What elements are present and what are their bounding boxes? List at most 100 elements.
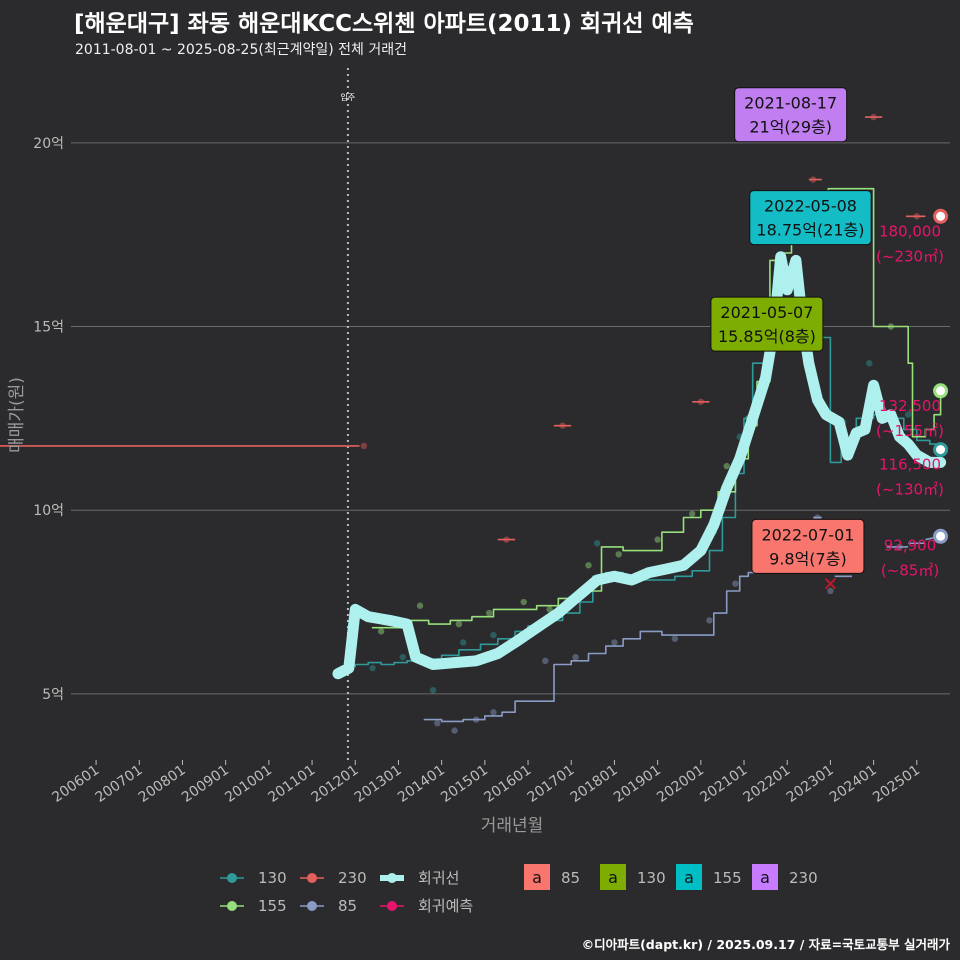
annotation-date: 2021-08-17 bbox=[744, 94, 837, 113]
legend-box-glyph: a bbox=[684, 868, 694, 887]
point-130 bbox=[369, 664, 376, 672]
point-155 bbox=[485, 609, 493, 617]
forecast-area: (~85㎡) bbox=[881, 561, 939, 579]
legend-marker-230 bbox=[307, 873, 317, 883]
footer-credit: ©디아파트(dapt.kr) / 2025.09.17 / 자료=국토교통부 실… bbox=[581, 937, 950, 952]
point-130 bbox=[460, 639, 467, 646]
legend-box-85 bbox=[524, 864, 550, 890]
y-tick-label: 15억 bbox=[33, 320, 64, 336]
legend-box-label: 230 bbox=[789, 869, 818, 887]
annotation-box bbox=[751, 518, 865, 574]
legend-marker-회귀선 bbox=[387, 873, 397, 883]
legend-label: 회귀선 bbox=[418, 869, 459, 887]
point-85 bbox=[671, 635, 679, 642]
legend-box-glyph: a bbox=[608, 868, 618, 887]
x-tick-label: 201401 bbox=[395, 762, 448, 806]
x-tick-label: 202501 bbox=[870, 762, 923, 806]
point-155 bbox=[615, 551, 622, 558]
forecast-value: 180,000 bbox=[879, 222, 941, 240]
x-tick-label: 200701 bbox=[93, 762, 146, 806]
x-tick-label: 202301 bbox=[784, 762, 837, 806]
annotation-text: 18.75억(21층) bbox=[756, 221, 864, 240]
x-tick-label: 202401 bbox=[827, 762, 880, 806]
point-85 bbox=[611, 639, 618, 646]
annotation-date: 2022-07-01 bbox=[761, 525, 854, 544]
legend-label: 회귀예측 bbox=[418, 897, 473, 915]
point-155 bbox=[585, 562, 592, 569]
point-130 bbox=[490, 631, 497, 639]
legend-label: 155 bbox=[258, 897, 287, 915]
point-85 bbox=[827, 587, 834, 595]
point-155 bbox=[723, 462, 730, 470]
legend-box-130 bbox=[600, 864, 626, 890]
line-회귀선 bbox=[332, 251, 947, 680]
legend: 130 230 회귀선 155 85 회귀예측 a 85 a 130 a 155 a 230 bbox=[220, 864, 818, 915]
x-marker bbox=[824, 577, 837, 590]
annotation-text: 9.8억(7층) bbox=[769, 549, 847, 568]
forecast-value: 132,500 bbox=[879, 397, 941, 415]
point-155 bbox=[546, 606, 553, 613]
x-tick-label: 200601 bbox=[49, 762, 102, 806]
point-130 bbox=[904, 411, 912, 418]
point-85 bbox=[490, 709, 497, 716]
point-155 bbox=[416, 602, 424, 609]
point-155 bbox=[377, 628, 385, 635]
point-130 bbox=[429, 687, 437, 694]
point-130 bbox=[593, 540, 601, 547]
move-in-label: 입주 bbox=[341, 93, 356, 102]
legend-box-glyph: a bbox=[760, 868, 770, 887]
line-85 bbox=[423, 560, 767, 723]
forecast-value: 116,500 bbox=[879, 456, 941, 474]
legend-marker-85 bbox=[307, 901, 317, 911]
legend-marker-155 bbox=[227, 901, 237, 911]
point-155 bbox=[688, 510, 696, 518]
annotation-text: 21억(29층) bbox=[749, 118, 832, 137]
legend-box-label: 155 bbox=[713, 869, 742, 887]
x-tick-label: 201701 bbox=[525, 762, 578, 806]
x-axis-label: 거래년월 bbox=[481, 816, 544, 836]
x-tick-label: 201101 bbox=[265, 762, 318, 806]
annotation-box bbox=[749, 190, 872, 246]
point-85 bbox=[451, 727, 458, 734]
forecast-point-155 bbox=[933, 383, 949, 399]
x-tick-label: 201801 bbox=[568, 762, 621, 806]
series-layer bbox=[0, 102, 949, 734]
point-85 bbox=[572, 653, 579, 661]
x-tick-label: 202201 bbox=[741, 762, 794, 806]
point-85 bbox=[434, 720, 441, 727]
forecast-point-85 bbox=[933, 528, 949, 544]
y-axis-label: 매매가(원) bbox=[7, 377, 27, 453]
point-155 bbox=[654, 536, 661, 543]
legend-box-230 bbox=[752, 864, 778, 890]
legend-marker-130 bbox=[227, 873, 237, 883]
forecast-area: (~155㎡) bbox=[876, 422, 944, 440]
grid-layer: 입주 bbox=[71, 68, 950, 760]
point-155 bbox=[455, 620, 463, 628]
x-tick-label: 200801 bbox=[136, 762, 189, 806]
annotation-box bbox=[710, 296, 824, 352]
x-tick-label: 201301 bbox=[352, 762, 405, 806]
x-tick-label: 202001 bbox=[654, 762, 707, 806]
point-130 bbox=[866, 360, 873, 367]
annotation-box bbox=[734, 87, 848, 143]
point-130 bbox=[399, 653, 406, 661]
annotation-text: 15.85억(8층) bbox=[718, 327, 816, 346]
legend-label: 230 bbox=[338, 869, 367, 887]
x-tick-label: 200901 bbox=[179, 762, 232, 806]
forecast-area: (~230㎡) bbox=[876, 247, 944, 265]
legend-label: 85 bbox=[338, 897, 357, 915]
y-tick-label: 20억 bbox=[33, 136, 64, 152]
point-85 bbox=[732, 580, 739, 587]
forecast-point-230 bbox=[933, 208, 949, 224]
legend-marker-회귀예측 bbox=[387, 901, 397, 911]
annotation-layer: 180,000 (~230㎡) 132,500 (~155㎡) 116,500 (~130… bbox=[710, 87, 944, 579]
point-85 bbox=[706, 617, 713, 624]
x-tick-label: 201201 bbox=[309, 762, 362, 806]
y-tick-label: 5억 bbox=[42, 687, 64, 703]
x-tick-label: 201901 bbox=[611, 762, 664, 806]
annotation-date: 2022-05-08 bbox=[764, 197, 857, 216]
legend-box-155 bbox=[676, 864, 702, 890]
chart-title: [해운대구] 좌동 해운대KCC스위첸 아파트(2011) 회귀선 예측 bbox=[74, 11, 694, 37]
point-85 bbox=[542, 657, 549, 665]
